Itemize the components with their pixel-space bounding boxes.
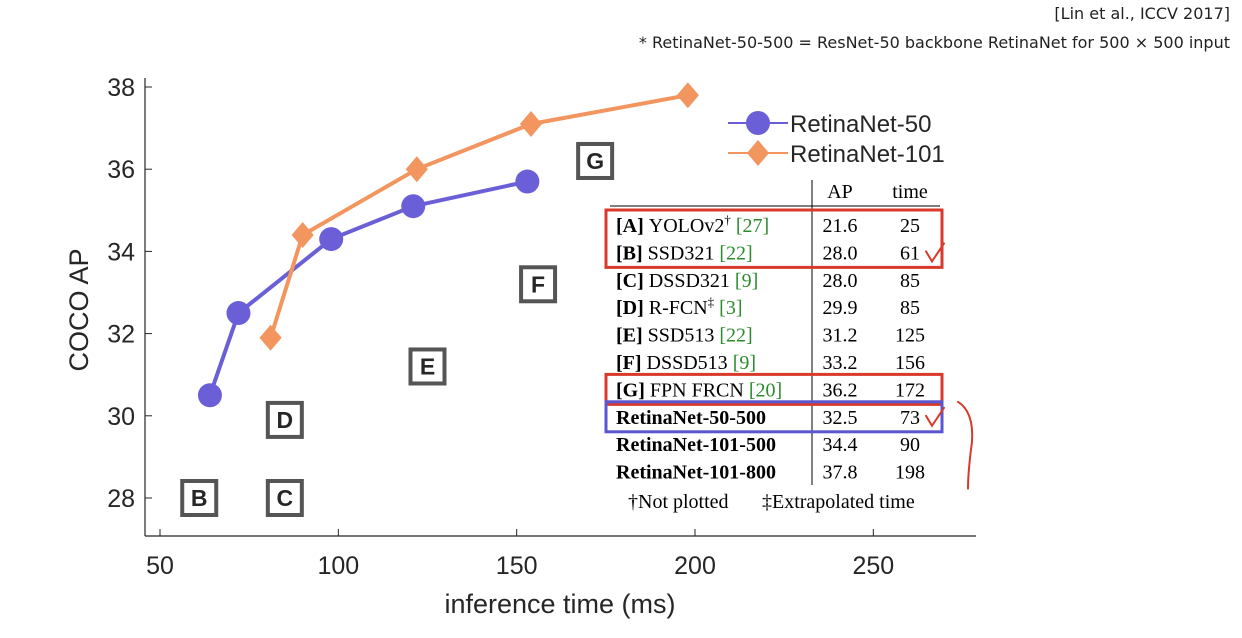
table-footnote-extrapolated: ‡Extrapolated time [762,491,915,513]
table-row-time: 156 [895,352,925,374]
hand-annotations [604,208,974,490]
point-label-g: G [576,141,615,180]
point-label-text: D [277,407,294,433]
legend: RetinaNet-50 RetinaNet-101 [728,111,945,168]
highlight-box-red [604,372,944,406]
table-row-method: [C] DSSD321 [9] [616,270,758,292]
table-row-method: RetinaNet-101-800 [616,462,776,484]
point-labels: B C D E F G [180,141,615,517]
data-point-retinanet-101 [405,156,428,183]
x-tick-label: 150 [496,552,538,580]
data-point-retinanet-101 [259,324,282,351]
data-point-retinanet-50 [401,194,426,219]
series-markers [197,82,699,408]
footnote-caption: * RetinaNet-50-500 = ResNet-50 backbone … [638,33,1230,52]
legend-label: RetinaNet-101 [790,141,945,168]
table-header-time: time [892,181,928,203]
point-label-c: C [265,479,304,517]
data-point-retinanet-101 [676,82,699,109]
point-label-f: F [519,265,558,304]
x-tick-label: 100 [317,552,359,580]
point-label-text: B [191,485,208,511]
x-tick-label: 200 [674,552,716,580]
table-row-method: [G] FPN FRCN [20] [616,379,782,401]
data-point-retinanet-50 [226,301,251,326]
table-row-ap: 29.9 [823,297,858,319]
bracket-mark [957,400,974,490]
highlight-box-red [604,208,944,269]
table-row-ap: 31.2 [823,325,858,347]
point-label-text: E [420,353,435,379]
x-tick-label: 50 [146,552,174,580]
table-row-method: RetinaNet-101-500 [616,434,776,456]
data-point-retinanet-50 [197,383,222,408]
series-line-retinanet-50 [208,179,528,396]
table-row-time: 125 [895,325,925,347]
table-row-time: 25 [900,215,920,237]
table-row-method: [F] DSSD513 [9] [616,352,756,374]
table-row-ap: 21.6 [823,215,858,237]
highlight-box-blue [604,400,944,434]
data-point-retinanet-50 [515,169,540,194]
point-label-text: F [531,271,545,297]
table-footnote-not-plotted: †Not plotted [628,491,729,513]
x-axis-label: inference time (ms) [444,589,675,619]
y-tick-label: 34 [107,238,135,266]
table-header-ap: AP [827,181,853,203]
table-row-time: 198 [895,462,925,484]
x-tick-label: 250 [852,552,894,580]
table-row-method: [D] R-FCN‡ [3] [616,294,743,319]
citation: [Lin et al., ICCV 2017] [1054,4,1230,23]
table-row-time: 85 [900,297,920,319]
table-row-ap: 34.4 [823,434,858,456]
point-label-d: D [265,400,304,439]
table-row-ap: 37.8 [823,462,858,484]
y-tick-label: 38 [107,74,135,102]
table-row-time: 85 [900,270,920,292]
data-point-retinanet-101 [519,110,542,137]
point-label-text: C [277,485,294,511]
axes: 50 100 150 200 250 28 30 32 34 36 38 [107,74,976,580]
legend-marker [746,111,770,135]
data-point-retinanet-101 [291,221,314,248]
legend-marker [746,140,770,166]
check-mark [925,406,945,428]
table-row-time: 61 [900,242,920,264]
point-label-text: G [586,148,604,174]
point-label-b: B [180,479,219,517]
point-label-box [408,347,447,386]
point-label-box [265,400,304,439]
point-label-box [576,141,615,180]
table-row-time: 90 [900,434,920,456]
table-row-method: RetinaNet-50-500 [616,407,766,429]
table-row-ap: 36.2 [823,379,858,401]
table-row-method: [A] YOLOv2† [27] [616,212,769,237]
check-mark [925,242,945,264]
comparison-table: AP time [A] YOLOv2† [27] 21.6 25 [B] SSD321 [… [610,180,940,513]
point-label-box [265,479,304,517]
table-row-ap: 28.0 [823,270,858,292]
y-tick-label: 36 [107,156,135,184]
y-tick-label: 32 [107,321,135,349]
point-label-box [180,479,219,517]
y-tick-label: 28 [107,485,135,513]
y-tick-label: 30 [107,403,135,431]
table-row-time: 73 [900,407,920,429]
table-row-ap: 33.2 [823,352,858,374]
legend-label: RetinaNet-50 [790,111,931,138]
point-label-box [519,265,558,304]
table-row-method: [B] SSD321 [22] [616,242,753,264]
data-point-retinanet-50 [319,227,344,252]
table-row-method: [E] SSD513 [22] [616,325,753,347]
point-label-e: E [408,347,447,386]
table-row-time: 172 [895,379,925,401]
table-row-ap: 28.0 [823,242,858,264]
table-row-ap: 32.5 [823,407,858,429]
y-axis-label: COCO AP [64,248,94,371]
